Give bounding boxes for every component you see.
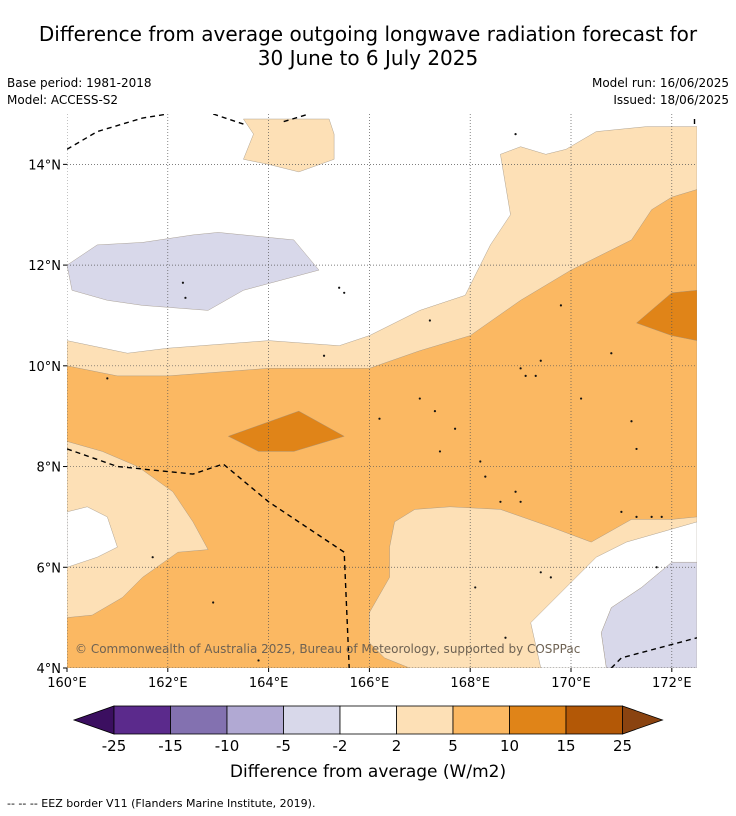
colorbar-swatch [509,705,567,735]
model-name: Model: ACCESS-S2 [7,93,119,107]
eez-border-line [283,114,310,123]
colorbar-tick-label: -2 [333,737,348,755]
y-tick-label: 8°N [37,461,62,476]
island [184,296,187,299]
colorbar-extend-low [72,705,115,735]
island [428,319,431,322]
x-tick-label: 172°E [652,676,692,691]
meta-right: Model run: 16/06/2025 Issued: 18/06/2025 [592,75,729,109]
island [620,510,623,513]
island [539,571,542,574]
island [524,374,527,377]
issued-date: Issued: 18/06/2025 [613,93,729,107]
plot-area [67,114,697,668]
colorbar-tick-label: -5 [276,737,291,755]
x-tick-label: 162°E [148,676,188,691]
anomaly-region [67,189,697,668]
anomaly-region [636,290,697,341]
island [378,417,381,420]
colorbar-tick-label: 5 [448,737,458,755]
neutral-region [67,506,118,568]
colorbar-extend-high [622,705,664,735]
y-tick-label: 12°N [28,259,61,274]
colorbar-tick-label: 2 [392,737,402,755]
colorbar-tick-label: -25 [102,737,127,755]
island [630,420,633,423]
y-tick-label: 4°N [37,662,62,677]
island [635,447,638,451]
island [212,601,215,604]
meta-left: Base period: 1981-2018 Model: ACCESS-S2 [7,75,152,109]
island [655,566,658,569]
island [504,636,507,639]
y-tick-label: 6°N [37,561,62,576]
colorbar-swatch [565,705,623,735]
colorbar-tick-label: 15 [556,737,575,755]
x-tick-label: 164°E [249,676,289,691]
colorbar-swatch [396,705,454,735]
anomaly-region [67,232,320,311]
island [559,304,563,307]
model-run: Model run: 16/06/2025 [591,76,729,90]
island [433,410,437,413]
island [484,475,487,478]
y-tick-label: 10°N [28,360,61,375]
colorbar-label: Difference from average (W/m2) [229,762,507,782]
eez-footnote: -- -- -- EEZ border V11 (Flanders Marine… [7,797,316,810]
colorbar-swatch [339,705,397,735]
base-period: Base period: 1981-2018 [7,76,152,90]
island [610,352,613,355]
anomaly-region [227,410,345,452]
island [453,427,457,430]
colorbar-swatch [170,705,228,735]
colorbar-tick-label: 10 [500,737,519,755]
island [650,515,653,519]
island [479,460,482,463]
neutral-region [530,521,697,668]
island [257,659,260,662]
colorbar-swatch [113,705,171,735]
island [514,490,517,493]
island [338,286,341,289]
x-tick-label: 160°E [47,676,87,691]
island [474,586,477,589]
island [418,397,421,400]
x-tick-label: 168°E [450,676,490,691]
island [322,354,326,357]
island [499,500,502,503]
eez-border-line [610,637,697,668]
colorbar-tick-label: -15 [158,737,183,755]
chart-title-line2: 30 June to 6 July 2025 [257,46,479,70]
island [181,281,185,284]
map-chart: © Commonwealth of Australia 2025, Bureau… [28,114,697,691]
colorbar-tick-label: -10 [215,737,240,755]
island [539,359,542,362]
anomaly-region [243,118,335,173]
colorbar-swatch [283,705,341,735]
x-tick-label: 166°E [350,676,390,691]
island [106,377,109,380]
island [519,500,522,503]
colorbar-swatch [452,705,510,735]
island [579,397,583,400]
island [635,515,638,519]
island [151,556,154,559]
colorbar-tick-label: 25 [613,737,632,755]
island [343,291,346,294]
y-tick-label: 14°N [28,158,61,173]
colorbar-swatch [226,705,284,735]
eez-border-line [67,114,168,150]
chart-title: Difference from average outgoing longwav… [0,22,736,70]
island [438,450,442,453]
island [514,133,517,136]
copyright-text: © Commonwealth of Australia 2025, Bureau… [75,642,580,656]
island [534,374,537,377]
island [549,576,552,579]
x-tick-label: 170°E [551,676,591,691]
island [519,367,522,370]
chart-title-line1: Difference from average outgoing longwav… [38,22,698,46]
island [660,515,663,519]
